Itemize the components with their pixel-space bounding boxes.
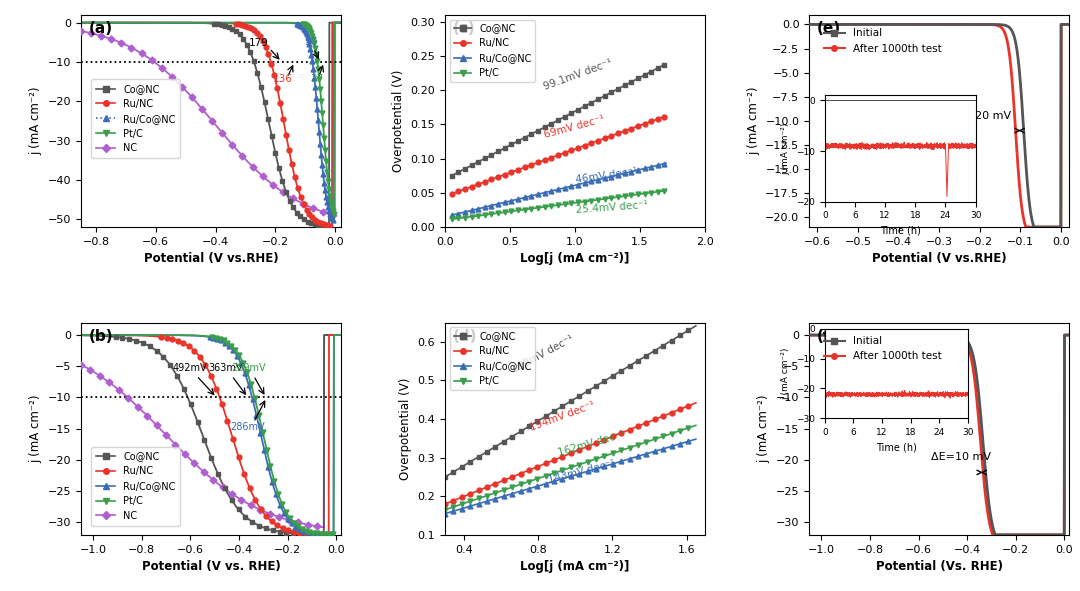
X-axis label: Log[j (mA cm⁻²)]: Log[j (mA cm⁻²)]: [521, 560, 630, 573]
After 1000th test: [917, 332, 930, 339]
After 1000th test: [1058, 332, 1071, 339]
X-axis label: Potential (V vs.RHE): Potential (V vs.RHE): [872, 252, 1007, 265]
X-axis label: Potential (Vs. RHE): Potential (Vs. RHE): [876, 560, 1002, 573]
Text: 289mV: 289mV: [231, 363, 266, 374]
Initial: [917, 21, 930, 28]
After 1000th test: [802, 332, 815, 339]
After 1000th test: [1010, 144, 1023, 151]
X-axis label: Potential (V vs.RHE): Potential (V vs.RHE): [144, 252, 279, 265]
After 1000th test: [917, 21, 930, 28]
Initial: [1005, 27, 1018, 34]
X-axis label: Log[j (mA cm⁻²)]: Log[j (mA cm⁻²)]: [521, 252, 630, 265]
Legend: Co@NC, Ru/NC, Ru/Co@NC, Pt/C: Co@NC, Ru/NC, Ru/Co@NC, Pt/C: [450, 20, 536, 82]
After 1000th test: [908, 21, 921, 28]
Initial: [1027, 223, 1040, 230]
Initial: [917, 332, 930, 339]
Text: (e): (e): [816, 21, 841, 36]
After 1000th test: [1063, 21, 1076, 28]
Text: ΔE=20 mV: ΔE=20 mV: [951, 111, 1012, 121]
After 1000th test: [986, 531, 999, 538]
Initial: [1055, 21, 1068, 28]
Y-axis label: Overpotential (V): Overpotential (V): [392, 70, 405, 172]
Text: 143mV dec⁻¹: 143mV dec⁻¹: [548, 459, 617, 485]
Text: 162mV dec⁻¹: 162mV dec⁻¹: [556, 429, 625, 458]
Text: 50: 50: [303, 37, 318, 47]
Text: 25.4mV dec⁻¹: 25.4mV dec⁻¹: [576, 200, 648, 215]
Y-axis label: j (mA cm⁻²): j (mA cm⁻²): [29, 394, 42, 463]
Y-axis label: j (mA cm⁻²): j (mA cm⁻²): [746, 87, 759, 155]
Text: (c): (c): [453, 21, 475, 36]
Line: Initial: Initial: [809, 24, 1069, 227]
Initial: [989, 531, 1002, 538]
Text: 69mV dec⁻¹: 69mV dec⁻¹: [542, 114, 605, 140]
Line: After 1000th test: After 1000th test: [809, 24, 1069, 227]
Legend: Co@NC, Ru/NC, Ru/Co@NC, Pt/C, NC: Co@NC, Ru/NC, Ru/Co@NC, Pt/C, NC: [91, 79, 180, 158]
After 1000th test: [1005, 75, 1018, 82]
Y-axis label: j (mA cm⁻²): j (mA cm⁻²): [757, 394, 770, 463]
Initial: [908, 21, 921, 28]
After 1000th test: [1005, 531, 1018, 538]
Initial: [1011, 531, 1024, 538]
Initial: [829, 21, 842, 28]
Text: 492mV: 492mV: [173, 363, 207, 374]
After 1000th test: [1055, 21, 1068, 28]
Text: ΔE=10 mV: ΔE=10 mV: [931, 452, 990, 462]
After 1000th test: [1011, 531, 1024, 538]
After 1000th test: [802, 21, 815, 28]
Text: 99.1mV dec⁻¹: 99.1mV dec⁻¹: [542, 58, 613, 92]
Text: 363mV: 363mV: [208, 363, 243, 374]
After 1000th test: [1020, 223, 1032, 230]
Line: After 1000th test: After 1000th test: [809, 335, 1069, 535]
Initial: [1005, 531, 1018, 538]
Text: 37: 37: [311, 74, 324, 85]
After 1000th test: [982, 21, 995, 28]
Text: (a): (a): [89, 21, 113, 36]
After 1000th test: [982, 509, 995, 517]
Initial: [1063, 332, 1076, 339]
Initial: [802, 332, 815, 339]
Text: 46mV dec⁻¹: 46mV dec⁻¹: [576, 166, 638, 184]
Text: (d): (d): [453, 329, 477, 344]
Legend: Co@NC, Ru/NC, Ru/Co@NC, Pt/C, NC: Co@NC, Ru/NC, Ru/Co@NC, Pt/C, NC: [91, 447, 180, 526]
Legend: Initial, After 1000th test: Initial, After 1000th test: [820, 332, 946, 366]
After 1000th test: [908, 332, 921, 339]
Initial: [982, 21, 995, 28]
Text: 179: 179: [248, 38, 269, 48]
Text: (f): (f): [816, 329, 837, 344]
Y-axis label: j (mA cm⁻²): j (mA cm⁻²): [29, 87, 42, 155]
Initial: [802, 21, 815, 28]
After 1000th test: [829, 332, 842, 339]
After 1000th test: [1063, 332, 1076, 339]
Legend: Co@NC, Ru/NC, Ru/Co@NC, Pt/C: Co@NC, Ru/NC, Ru/Co@NC, Pt/C: [450, 327, 536, 390]
Text: (b): (b): [89, 329, 113, 344]
Initial: [1010, 44, 1023, 51]
Initial: [982, 491, 995, 498]
Initial: [829, 332, 842, 339]
Y-axis label: Overpotential (V): Overpotential (V): [399, 378, 413, 480]
Line: Initial: Initial: [809, 335, 1069, 535]
Legend: Initial, After 1000th test: Initial, After 1000th test: [820, 24, 946, 58]
Initial: [908, 332, 921, 339]
Text: 286mV: 286mV: [230, 422, 265, 432]
Text: 136: 136: [273, 74, 293, 85]
Text: 290mV dec⁻¹: 290mV dec⁻¹: [510, 334, 576, 375]
X-axis label: Potential (V vs. RHE): Potential (V vs. RHE): [141, 560, 281, 573]
Initial: [1058, 332, 1071, 339]
Initial: [1063, 21, 1076, 28]
Text: 194mV dec⁻¹: 194mV dec⁻¹: [529, 400, 597, 433]
After 1000th test: [829, 21, 842, 28]
